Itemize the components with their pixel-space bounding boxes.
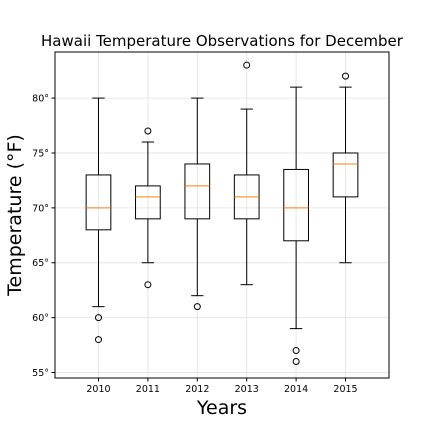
x-tick-label: 2010 [86,384,110,395]
x-tick-label: 2014 [284,384,308,395]
x-tick-label: 2015 [333,384,357,395]
x-axis-ticks: 2010 2011 2012 2013 2014 2015 [86,378,358,395]
flier-point [292,358,300,366]
box-2011 [135,127,161,289]
chart-title: Hawaii Temperature Observations for Dece… [41,32,404,50]
y-axis-ticks: 55° 60° 65° 70° 75° 80° [32,94,55,379]
y-tick-label: 60° [32,313,49,324]
x-tick-label: 2012 [185,384,209,395]
box-iqr [184,163,211,220]
y-tick-label: 70° [32,203,49,214]
box-iqr [332,152,359,198]
plot-frame [54,51,390,379]
flier-point [193,303,201,311]
box-2012 [184,97,211,311]
box-2014 [283,86,309,366]
flier-point [94,336,102,344]
y-tick-label: 75° [32,148,49,159]
flier-point [94,314,102,322]
box-iqr [85,174,112,231]
boxes [85,61,359,366]
box-iqr [135,185,161,220]
x-tick-label: 2013 [235,384,259,395]
y-tick-label: 80° [32,94,49,105]
y-tick-label: 65° [32,258,49,269]
y-tick-label: 55° [32,368,49,379]
flier-point [144,127,152,135]
y-axis-label: Temperature (°F) [4,134,26,297]
flier-point [243,61,251,69]
box-iqr [283,168,309,242]
x-tick-label: 2011 [136,384,160,395]
x-axis-label: Years [196,397,247,419]
box-2015 [332,72,359,264]
flier-point [144,281,152,289]
box-2013 [233,61,260,286]
flier-point [292,347,300,355]
box-2010 [85,97,112,344]
flier-point [342,72,350,80]
